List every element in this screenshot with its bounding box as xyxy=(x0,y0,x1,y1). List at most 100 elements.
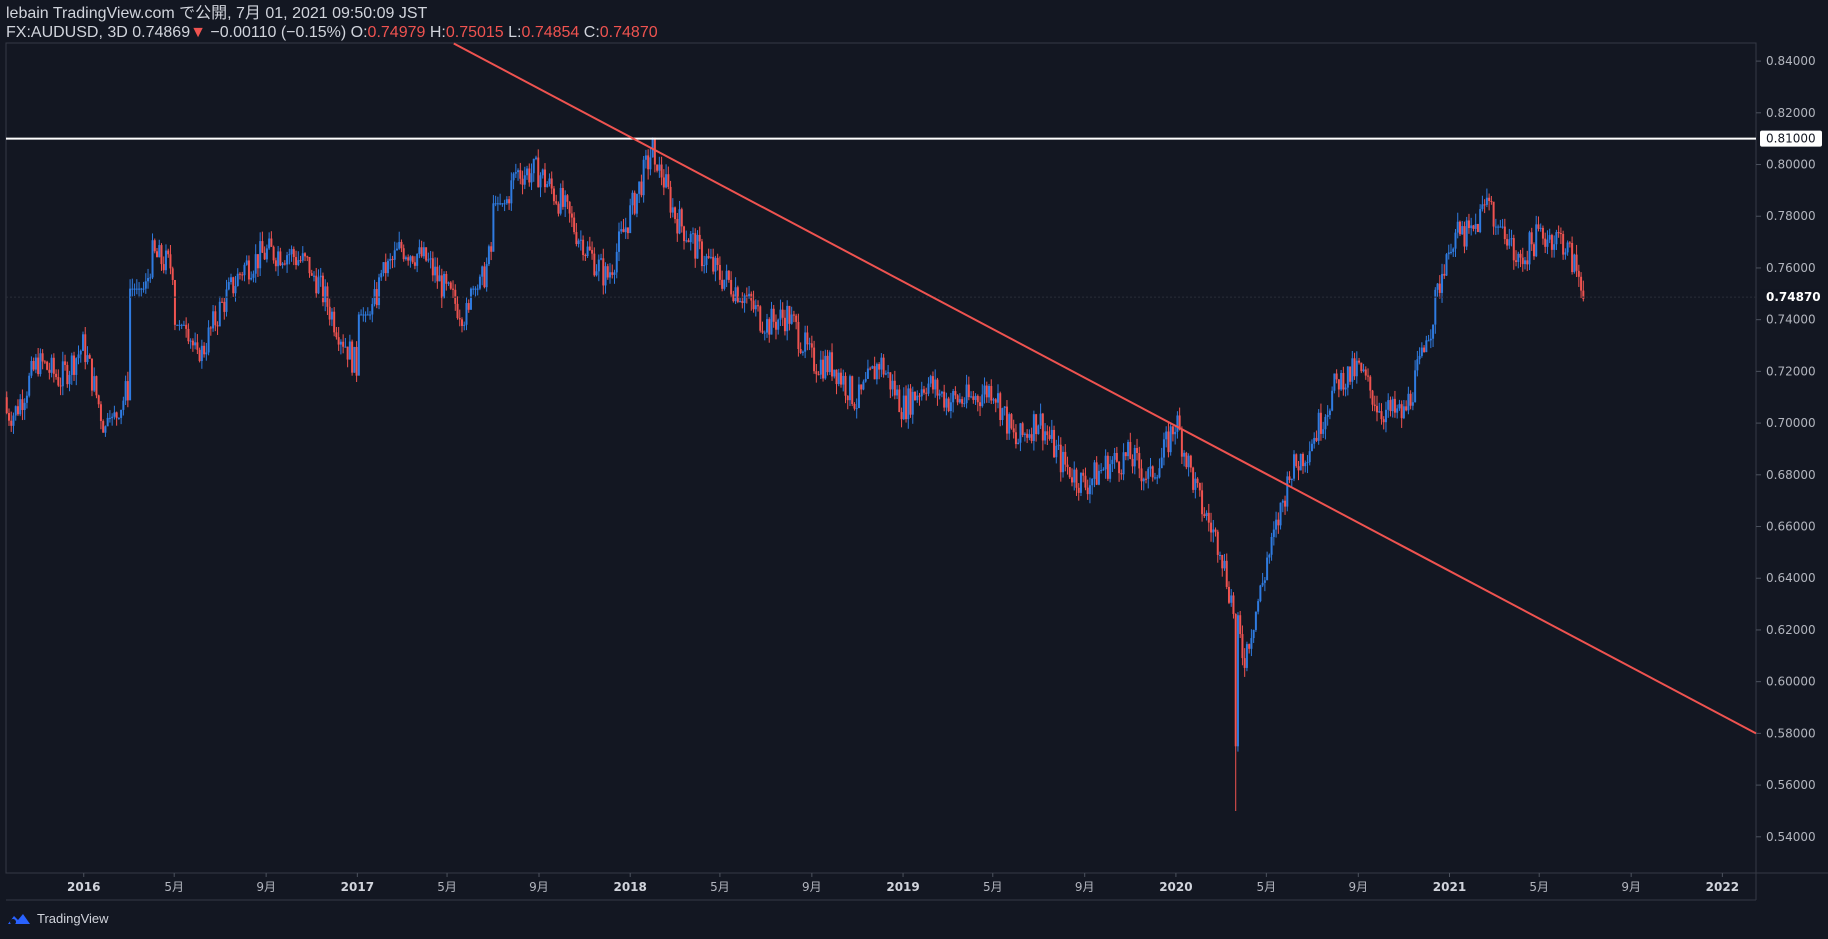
candle-body xyxy=(232,277,235,294)
candle-body xyxy=(61,361,64,387)
last-price-tag xyxy=(1760,289,1822,306)
candle-body xyxy=(402,248,405,260)
candle-body xyxy=(1342,372,1345,390)
candle-body xyxy=(1335,373,1338,380)
candle-body xyxy=(1463,226,1466,247)
candle-body xyxy=(1532,244,1535,257)
candle-body xyxy=(635,193,638,214)
candle-body xyxy=(1541,227,1544,239)
candle-body xyxy=(1216,531,1219,555)
candle-body xyxy=(528,168,531,183)
candle-body xyxy=(613,272,616,275)
candle-body xyxy=(1068,467,1071,478)
candle-body xyxy=(792,314,795,316)
candle-body xyxy=(1559,233,1562,235)
tradingview-brand[interactable]: TradingView xyxy=(37,911,109,926)
candle-body xyxy=(1008,414,1011,434)
candle-body xyxy=(1355,360,1358,377)
candle-body xyxy=(884,373,887,375)
candle-body xyxy=(1053,429,1056,458)
candle-body xyxy=(1423,347,1426,353)
candle-body xyxy=(1028,434,1031,438)
candle-body xyxy=(1093,462,1096,479)
candle-body xyxy=(548,178,551,185)
candle-body xyxy=(59,385,62,387)
candle-body xyxy=(277,251,280,267)
candle-body xyxy=(214,311,217,326)
candle-body xyxy=(817,374,820,376)
candle-body xyxy=(64,361,67,365)
candle-body xyxy=(315,275,318,294)
candle-body xyxy=(696,234,699,259)
candle-body xyxy=(1275,519,1278,530)
price-axis[interactable]: 0.54000 0.56000 0.58000 0.60000 0.62000 0.640… xyxy=(1756,54,1816,844)
candle-body xyxy=(591,250,594,254)
candle-body xyxy=(317,277,320,294)
candle-body xyxy=(521,178,524,185)
candle-body xyxy=(1483,204,1486,206)
candle-body xyxy=(588,246,591,251)
candle-body xyxy=(1378,411,1381,413)
candle-body xyxy=(281,263,284,266)
candle-body xyxy=(88,355,91,359)
candle-body xyxy=(1234,614,1237,747)
candle-body xyxy=(1369,376,1372,391)
time-axis[interactable]: 2016 5月 9月 2017 5月 9月 2018 5月 9月 2019 5月 9月 2020 5月 9月… xyxy=(67,873,1739,894)
time-tick-label: 9月 xyxy=(529,880,549,894)
candle-body xyxy=(615,251,618,273)
candle-body xyxy=(261,241,264,253)
candle-body xyxy=(1539,227,1542,229)
candle-body xyxy=(889,372,892,390)
candle-body xyxy=(1203,514,1206,517)
candle-body xyxy=(674,207,677,220)
candle-body xyxy=(333,311,336,333)
candle-body xyxy=(1075,469,1078,488)
candle-body xyxy=(398,241,401,249)
candle-body xyxy=(304,253,307,257)
candle-body xyxy=(660,164,663,178)
candle-body xyxy=(492,203,495,252)
candle-body xyxy=(790,314,793,324)
candle-body xyxy=(14,406,17,416)
candle-body xyxy=(685,240,688,242)
candle-body xyxy=(582,239,585,256)
candle-body xyxy=(283,263,286,265)
candle-body xyxy=(1306,462,1309,464)
candle-body xyxy=(1416,359,1419,371)
candle-body xyxy=(236,273,239,287)
candle-body xyxy=(689,233,692,243)
candle-body xyxy=(247,260,250,280)
candle-body xyxy=(570,213,573,218)
candle-body xyxy=(25,395,28,403)
candle-body xyxy=(931,376,934,390)
candle-body xyxy=(1557,232,1560,234)
candle-body xyxy=(1371,390,1374,405)
candle-body xyxy=(1297,466,1300,471)
candle-body xyxy=(1479,209,1482,233)
candle-body xyxy=(1548,235,1551,240)
candle-body xyxy=(996,393,999,403)
candle-body xyxy=(324,286,327,303)
candle-body xyxy=(234,286,237,294)
candle-body xyxy=(1447,252,1450,255)
time-tick-label: 9月 xyxy=(1621,880,1641,894)
candle-body xyxy=(221,301,224,303)
candle-body xyxy=(458,318,461,320)
candle-body xyxy=(799,349,802,353)
candle-body xyxy=(1398,404,1401,409)
trendline[interactable] xyxy=(453,42,1757,735)
candle-body xyxy=(335,332,338,338)
chart-header: lebain TradingView.com で公開, 7月 01, 2021 … xyxy=(6,4,658,42)
candle-body xyxy=(203,345,206,355)
chart-pane-border xyxy=(5,42,1757,874)
candle-body xyxy=(120,409,123,418)
tradingview-logo-icon[interactable] xyxy=(6,912,32,926)
candle-body xyxy=(209,327,212,329)
candle-body xyxy=(891,380,894,390)
candle-body xyxy=(810,343,813,348)
candle-body xyxy=(1230,595,1233,603)
candle-body xyxy=(757,305,760,307)
symbol-label[interactable]: FX:AUDUSD, 3D xyxy=(6,24,128,41)
candle-body xyxy=(1111,459,1114,465)
